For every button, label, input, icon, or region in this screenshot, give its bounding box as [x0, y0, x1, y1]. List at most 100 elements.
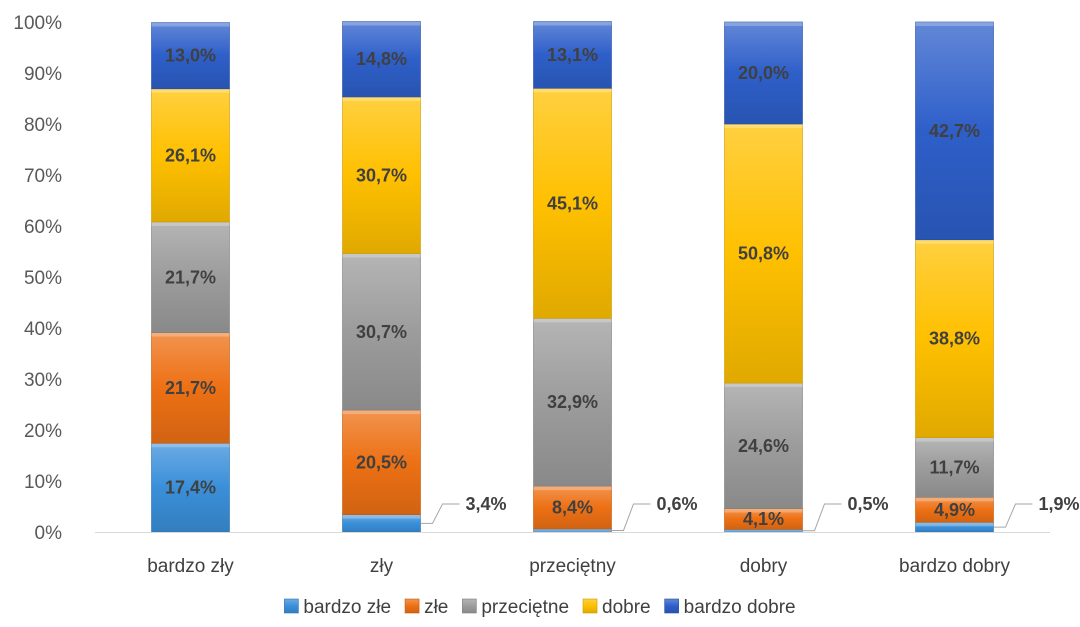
legend-swatch	[462, 598, 477, 614]
bar-segment	[915, 437, 994, 498]
legend-swatch	[664, 598, 679, 614]
bar-segment-highlight	[342, 410, 421, 415]
bar-segment	[533, 88, 612, 319]
bar-segment-highlight	[915, 22, 994, 26]
bar-stack: 0,6% 8,4% 32,9% 45,1% 13,1%	[533, 21, 698, 533]
data-label: 26,1%	[165, 145, 216, 165]
bar-segment-highlight	[151, 332, 230, 337]
data-label: 24,6%	[738, 436, 789, 456]
bar-segment	[342, 253, 421, 411]
bar-segment	[342, 96, 421, 254]
bar-segment	[533, 485, 612, 530]
bar-segment-highlight	[533, 318, 612, 323]
data-label: 30,7%	[356, 165, 407, 185]
legend-label: bardzo dobre	[684, 597, 796, 618]
bar-segment-highlight	[724, 508, 803, 513]
data-label-leader	[993, 503, 1033, 528]
y-tick-label: 90%	[24, 64, 62, 85]
data-label: 42,7%	[929, 121, 980, 141]
bar-segment	[342, 21, 421, 98]
data-label: 13,1%	[547, 45, 598, 65]
bar-segment-highlight	[151, 22, 230, 27]
bar-segment-highlight	[724, 22, 803, 26]
plot-area: 17,4%21,7%21,7%26,1%13,0%3,4%20,5%30,7%3…	[151, 21, 1080, 533]
legend-label: bardzo złe	[303, 597, 391, 618]
y-tick-label: 0%	[35, 523, 63, 544]
data-label: 8,4%	[552, 498, 593, 518]
data-label: 13,0%	[165, 46, 216, 66]
bar-segment-highlight	[533, 88, 612, 93]
bar-segment-highlight	[342, 96, 421, 101]
legend-item: bardzo dobre	[664, 597, 796, 618]
bar-segment-highlight	[342, 253, 421, 258]
bar-segment	[724, 382, 803, 509]
legend-swatch	[582, 598, 598, 614]
data-label: 32,9%	[547, 392, 598, 412]
data-label: 14,8%	[356, 49, 407, 69]
bar-segment-highlight	[533, 21, 612, 26]
data-label: 45,1%	[547, 193, 598, 213]
legend-item: przeciętne	[462, 597, 569, 618]
legend-item: złe	[404, 597, 448, 618]
legend-swatch	[404, 598, 420, 614]
legend-item: bardzo złe	[284, 597, 391, 618]
data-label: 20,0%	[738, 63, 789, 83]
data-label: 21,7%	[165, 378, 216, 398]
bar-segment-highlight	[342, 514, 421, 519]
bar-segment	[151, 22, 230, 90]
x-axis: bardzo zły zły przeciętny dobry bardzo dobry	[95, 532, 1050, 577]
x-category-label: dobry	[740, 556, 788, 577]
data-label: 30,7%	[356, 322, 407, 342]
bar-segment	[533, 318, 612, 487]
y-tick-label: 80%	[24, 115, 62, 136]
bar-segment-highlight	[342, 21, 421, 26]
bar-stack: 3,4% 20,5% 30,7% 30,7% 14,8%	[342, 21, 507, 533]
bar-segment	[915, 21, 994, 241]
y-tick-label: 100%	[13, 13, 62, 34]
data-label-leader	[611, 503, 651, 531]
x-category-label: bardzo zły	[147, 556, 234, 577]
bar-segment-highlight	[915, 497, 994, 502]
bar-stack: 0,5% 4,1% 24,6% 50,8% 20,0%	[724, 21, 889, 533]
bar-segment	[151, 88, 230, 223]
y-tick-label: 50%	[24, 268, 62, 289]
bar-segment	[533, 21, 612, 89]
legend-label: dobre	[602, 597, 651, 618]
data-label-leader	[802, 503, 842, 532]
legend-item: dobre	[582, 597, 651, 618]
data-label: 4,9%	[934, 500, 975, 520]
y-axis: 0% 10% 20% 30% 40% 50% 60% 70% 80% 90% 100%	[13, 13, 62, 544]
data-label: 50,8%	[738, 244, 789, 264]
x-category-label: zły	[370, 556, 394, 577]
data-label-leader	[420, 503, 460, 524]
x-category-label: przeciętny	[529, 556, 616, 577]
bar-segment-highlight	[533, 528, 612, 532]
bar-segment-highlight	[151, 443, 230, 448]
x-category-label: bardzo dobry	[899, 556, 1010, 577]
bar-segment	[342, 409, 421, 515]
data-label: 3,4%	[466, 494, 507, 514]
data-label: 21,7%	[165, 267, 216, 287]
y-tick-label: 20%	[24, 421, 62, 442]
y-tick-label: 10%	[24, 472, 62, 493]
legend-label: złe	[424, 597, 448, 618]
y-tick-label: 30%	[24, 370, 62, 391]
bar-segment-highlight	[151, 221, 230, 226]
bar-segment	[915, 239, 994, 438]
data-label: 17,4%	[165, 478, 216, 498]
legend: bardzo złe złe przeciętne dobre bardzo dobre	[284, 597, 796, 618]
bar-segment-highlight	[724, 124, 803, 128]
bar-segment	[151, 332, 230, 444]
bar-segment-highlight	[724, 383, 803, 388]
data-label: 38,8%	[929, 329, 980, 349]
bar-segment	[915, 497, 994, 523]
bar-segment-highlight	[915, 437, 994, 442]
data-label: 0,6%	[657, 494, 698, 514]
bar-segment	[724, 21, 803, 125]
data-label: 1,9%	[1039, 494, 1080, 514]
data-label: 0,5%	[848, 494, 889, 514]
bar-segment-highlight	[724, 529, 803, 532]
legend-swatch	[284, 598, 299, 614]
bar-segment	[151, 442, 230, 533]
